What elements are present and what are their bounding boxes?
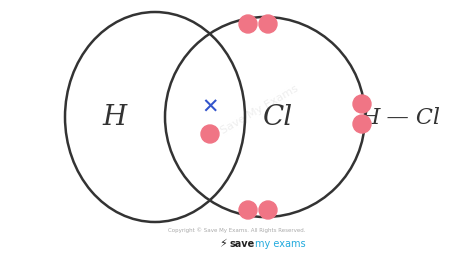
Text: H: H bbox=[103, 104, 127, 131]
Circle shape bbox=[201, 125, 219, 144]
Text: H — Cl: H — Cl bbox=[360, 107, 440, 129]
Circle shape bbox=[239, 16, 257, 34]
Text: ⚡: ⚡ bbox=[219, 238, 227, 248]
Text: Cl: Cl bbox=[263, 104, 293, 131]
Circle shape bbox=[353, 96, 371, 114]
Circle shape bbox=[259, 201, 277, 219]
Circle shape bbox=[259, 16, 277, 34]
Text: save: save bbox=[230, 238, 255, 248]
Text: Save My Exams: Save My Exams bbox=[219, 83, 301, 136]
Text: Copyright © Save My Exams. All Rights Reserved.: Copyright © Save My Exams. All Rights Re… bbox=[168, 226, 306, 232]
Circle shape bbox=[353, 116, 371, 133]
Text: my exams: my exams bbox=[255, 238, 306, 248]
Text: ✕: ✕ bbox=[201, 98, 219, 118]
Circle shape bbox=[239, 201, 257, 219]
